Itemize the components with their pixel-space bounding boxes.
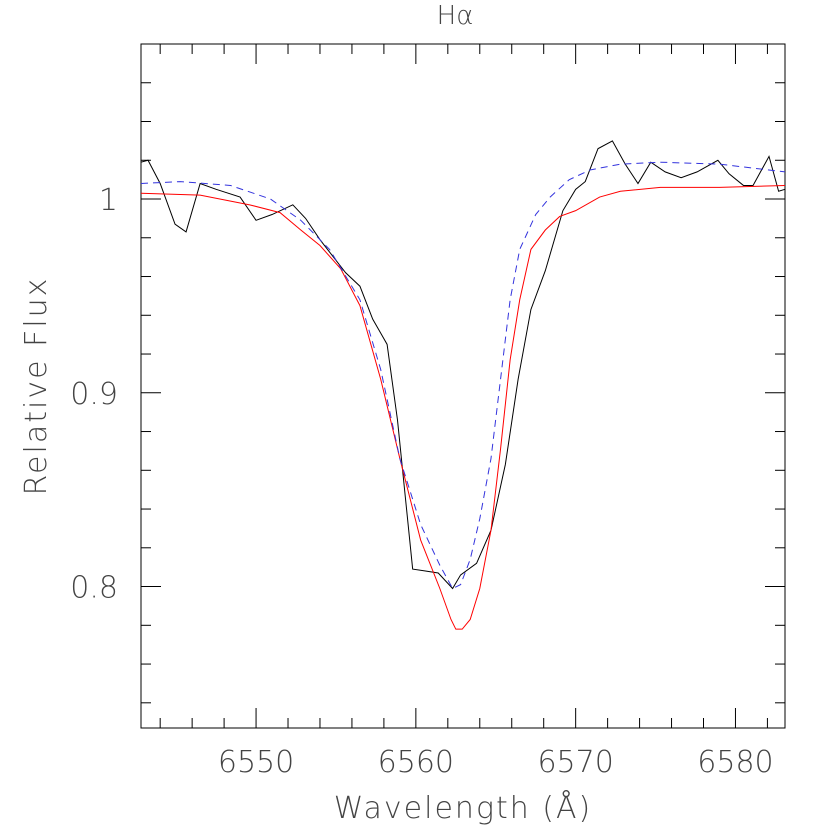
y-axis-label: Relative Flux	[19, 277, 54, 496]
x-tick-label: 6550	[218, 745, 294, 780]
x-tick-label: 6570	[537, 745, 613, 780]
x-axis-label: Wavelength (Å)	[334, 789, 592, 826]
plot-frame	[140, 43, 786, 729]
line-series	[140, 140, 786, 590]
x-tick-label: 6580	[697, 745, 773, 780]
y-tick-label: 0.9	[70, 377, 118, 412]
line-series	[140, 161, 786, 590]
y-tick-label: 1	[99, 183, 118, 218]
y-tick-label: 0.8	[70, 571, 118, 606]
chart-title: Hα	[437, 1, 474, 31]
line-series	[140, 184, 786, 630]
x-tick-label: 6560	[378, 745, 454, 780]
